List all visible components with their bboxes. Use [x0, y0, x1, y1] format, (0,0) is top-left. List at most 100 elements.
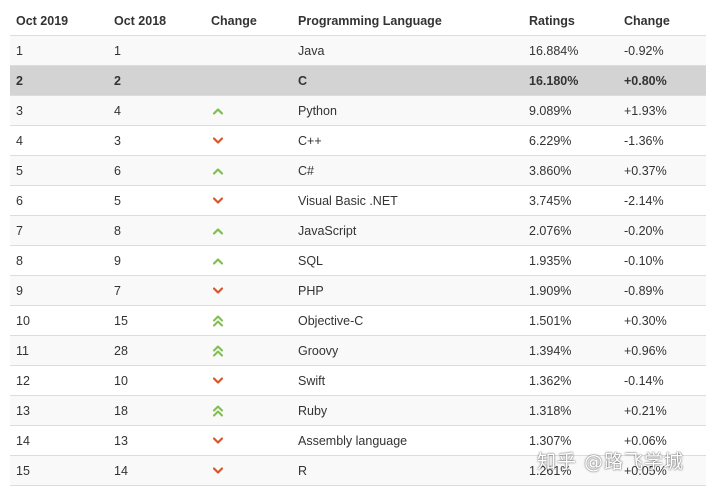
trend-cell: [205, 215, 292, 246]
header-oct-2018[interactable]: Oct 2018: [108, 6, 205, 36]
language-ranking-table: Oct 2019 Oct 2018 Change Programming Lan…: [10, 6, 706, 486]
table-row[interactable]: 2 2 C 16.180% +0.80%: [10, 65, 706, 96]
table-row[interactable]: 8 9 SQL 1.935% -0.10%: [10, 245, 706, 276]
previous-rank-cell: 3: [108, 125, 205, 156]
trend-cell: [205, 65, 292, 96]
rating-cell: 1.935%: [523, 245, 618, 276]
chevron-up-icon: [211, 167, 292, 175]
table-row[interactable]: 13 18 Ruby 1.318% +0.21%: [10, 395, 706, 426]
rating-cell: 1.501%: [523, 305, 618, 336]
rank-cell: 9: [10, 275, 108, 306]
header-ratings[interactable]: Ratings: [523, 6, 618, 36]
table-row[interactable]: 14 13 Assembly language 1.307% +0.06%: [10, 425, 706, 456]
table-header: Oct 2019 Oct 2018 Change Programming Lan…: [10, 6, 706, 36]
previous-rank-cell: 18: [108, 395, 205, 426]
chevron-up-icon: [211, 257, 292, 265]
double-chevron-up-icon: [211, 345, 292, 357]
rank-cell: 10: [10, 305, 108, 336]
trend-cell: [205, 335, 292, 366]
chevron-up-icon: [211, 107, 292, 115]
rank-cell: 12: [10, 365, 108, 396]
previous-rank-cell: 2: [108, 65, 205, 96]
rank-cell: 6: [10, 185, 108, 216]
trend-cell: [205, 455, 292, 486]
language-cell: R: [292, 455, 523, 486]
rating-change-cell: +0.80%: [618, 65, 706, 96]
trend-cell: [205, 35, 292, 66]
rating-change-cell: +0.06%: [618, 425, 706, 456]
previous-rank-cell: 14: [108, 455, 205, 486]
language-cell: Visual Basic .NET: [292, 185, 523, 216]
rating-cell: 3.745%: [523, 185, 618, 216]
rating-change-cell: +0.21%: [618, 395, 706, 426]
rating-cell: 16.884%: [523, 35, 618, 66]
trend-cell: [205, 425, 292, 456]
rank-cell: 2: [10, 65, 108, 96]
chevron-up-icon: [211, 227, 292, 235]
header-change[interactable]: Change: [205, 6, 292, 36]
previous-rank-cell: 4: [108, 95, 205, 126]
trend-cell: [205, 155, 292, 186]
language-cell: JavaScript: [292, 215, 523, 246]
rating-change-cell: +0.37%: [618, 155, 706, 186]
trend-cell: [205, 395, 292, 426]
table-row[interactable]: 1 1 Java 16.884% -0.92%: [10, 35, 706, 66]
rank-cell: 3: [10, 95, 108, 126]
previous-rank-cell: 8: [108, 215, 205, 246]
table-row[interactable]: 12 10 Swift 1.362% -0.14%: [10, 365, 706, 396]
table-row[interactable]: 3 4 Python 9.089% +1.93%: [10, 95, 706, 126]
rating-cell: 1.318%: [523, 395, 618, 426]
trend-cell: [205, 125, 292, 156]
table-row[interactable]: 9 7 PHP 1.909% -0.89%: [10, 275, 706, 306]
rating-change-cell: +0.96%: [618, 335, 706, 366]
chevron-down-icon: [211, 136, 292, 145]
language-cell: Ruby: [292, 395, 523, 426]
trend-cell: [205, 365, 292, 396]
rank-cell: 7: [10, 215, 108, 246]
previous-rank-cell: 15: [108, 305, 205, 336]
rating-cell: 1.261%: [523, 455, 618, 486]
previous-rank-cell: 1: [108, 35, 205, 66]
language-cell: Groovy: [292, 335, 523, 366]
previous-rank-cell: 28: [108, 335, 205, 366]
header-rating-change[interactable]: Change: [618, 6, 706, 36]
chevron-down-icon: [211, 466, 292, 475]
rating-change-cell: -0.89%: [618, 275, 706, 306]
trend-cell: [205, 95, 292, 126]
rating-change-cell: +1.93%: [618, 95, 706, 126]
previous-rank-cell: 9: [108, 245, 205, 276]
table-row[interactable]: 15 14 R 1.261% +0.05%: [10, 455, 706, 486]
language-cell: Swift: [292, 365, 523, 396]
ranking-table-container: Oct 2019 Oct 2018 Change Programming Lan…: [10, 6, 706, 486]
rating-cell: 16.180%: [523, 65, 618, 96]
language-cell: Objective-C: [292, 305, 523, 336]
rating-change-cell: -0.10%: [618, 245, 706, 276]
rating-change-cell: -2.14%: [618, 185, 706, 216]
rank-cell: 14: [10, 425, 108, 456]
trend-cell: [205, 275, 292, 306]
double-chevron-up-icon: [211, 405, 292, 417]
rank-cell: 5: [10, 155, 108, 186]
table-row[interactable]: 6 5 Visual Basic .NET 3.745% -2.14%: [10, 185, 706, 216]
rank-cell: 4: [10, 125, 108, 156]
rating-change-cell: -0.92%: [618, 35, 706, 66]
header-programming-language[interactable]: Programming Language: [292, 6, 523, 36]
language-cell: Assembly language: [292, 425, 523, 456]
rating-cell: 2.076%: [523, 215, 618, 246]
rank-cell: 1: [10, 35, 108, 66]
chevron-down-icon: [211, 196, 292, 205]
double-chevron-up-icon: [211, 315, 292, 327]
language-cell: PHP: [292, 275, 523, 306]
language-cell: C++: [292, 125, 523, 156]
table-row[interactable]: 10 15 Objective-C 1.501% +0.30%: [10, 305, 706, 336]
table-row[interactable]: 11 28 Groovy 1.394% +0.96%: [10, 335, 706, 366]
rating-change-cell: -0.14%: [618, 365, 706, 396]
header-oct-2019[interactable]: Oct 2019: [10, 6, 108, 36]
table-row[interactable]: 5 6 C# 3.860% +0.37%: [10, 155, 706, 186]
table-body: 1 1 Java 16.884% -0.92% 2 2 C 16.180% +0.80% 3 4 Pyt…: [10, 35, 706, 486]
table-row[interactable]: 7 8 JavaScript 2.076% -0.20%: [10, 215, 706, 246]
table-row[interactable]: 4 3 C++ 6.229% -1.36%: [10, 125, 706, 156]
rank-cell: 13: [10, 395, 108, 426]
previous-rank-cell: 10: [108, 365, 205, 396]
chevron-down-icon: [211, 286, 292, 295]
